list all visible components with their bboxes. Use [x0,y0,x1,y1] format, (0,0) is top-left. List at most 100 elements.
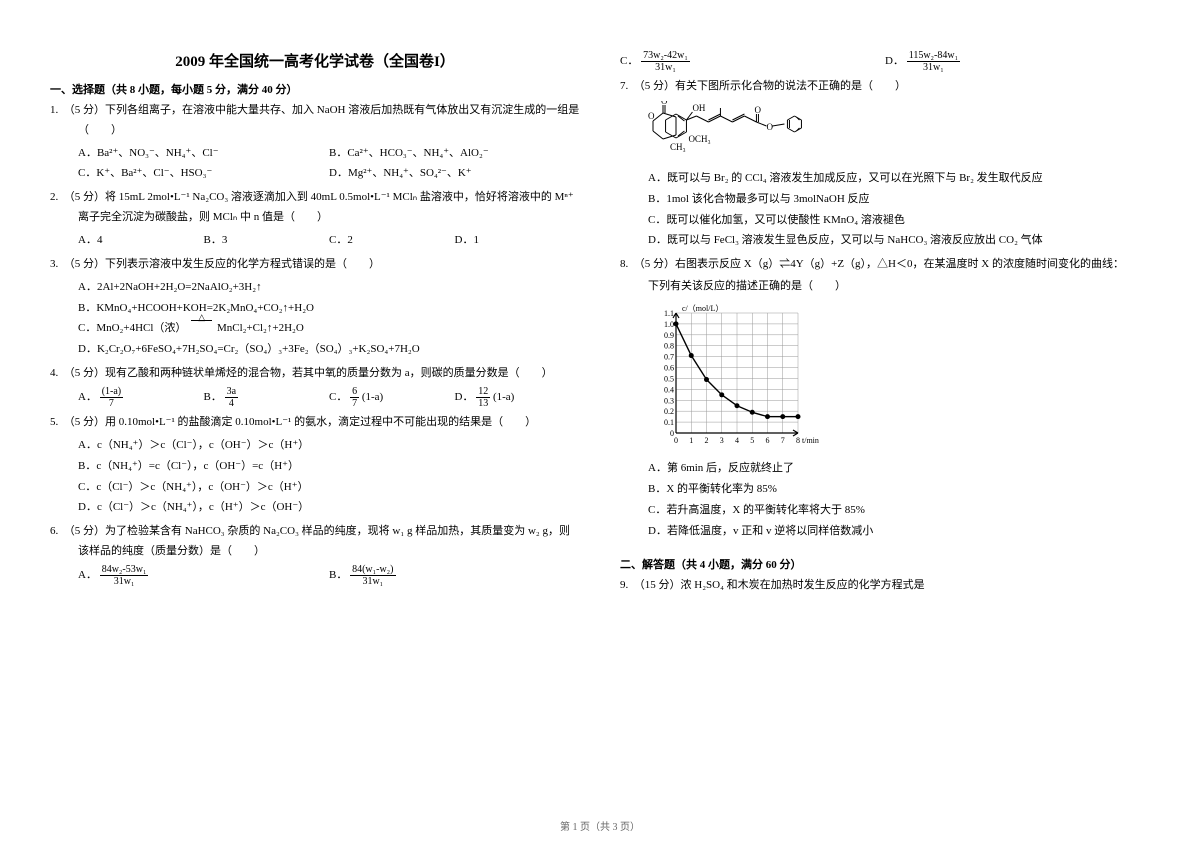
q3-stem: 3. （5 分）下列表示溶液中发生反应的化学方程式错误的是（ ） [50,255,580,275]
q4-c-den: 7 [350,398,359,409]
svg-text:c/（mol/L）: c/（mol/L） [682,304,723,313]
q8-substem: 下列有关该反应的描述正确的是（ ） [620,277,1150,297]
svg-text:5: 5 [750,436,754,445]
q4-d-post: (1-a) [493,391,514,403]
q7-opt-a: A．既可以与 Br₂ 的 CCl₄ 溶液发生加成反应，又可以在光照下与 Br₂ … [648,168,1150,189]
svg-text:0: 0 [674,436,678,445]
svg-text:1.1: 1.1 [664,309,674,318]
q6-d-den: 31w₁ [907,62,960,73]
q2-opt-d: D．1 [455,230,581,251]
q2-opt-c: C．2 [329,230,455,251]
q3-c-pre: C．MnO₂+4HCl（浓） [78,322,186,334]
q5-opt-c: C．c（Cl⁻）＞c（NH₄⁺），c（OH⁻）＞c（H⁺） [78,477,580,498]
q4-a-den: 7 [100,398,123,409]
q8-opt-a: A．第 6min 后，反应就终止了 [648,458,1150,479]
q4-opt-d: D． 1213 (1-a) [455,386,581,409]
q4-c-num: 6 [350,386,359,398]
svg-text:CH₃: CH₃ [670,142,686,152]
svg-text:0.9: 0.9 [664,331,674,340]
q4-opt-c: C． 67 (1-a) [329,386,455,409]
svg-text:O: O [754,105,761,115]
q5-opt-b: B．c（NH₄⁺）=c（Cl⁻），c（OH⁻）=c（H⁺） [78,456,580,477]
q4-b-den: 4 [225,398,238,409]
q6-c-num: 73w₂-42w₁ [641,50,690,62]
q1-opt-a: A．Ba²⁺、NO₃⁻、NH₄⁺、Cl⁻ [78,143,329,164]
q3-opt-c: C．MnO₂+4HCl（浓） MnCl₂+Cl₂↑+2H₂O [78,318,580,339]
q2-stem: 2. （5 分）将 15mL 2mol•L⁻¹ Na₂CO₃ 溶液逐滴加入到 4… [50,188,580,228]
molecule-structure-icon: OOOHOCH₃CH₃OO [620,101,1150,164]
q4-c-pre: C． [329,391,347,403]
svg-text:4: 4 [735,436,739,445]
q5-stem: 5. （5 分）用 0.10mol•L⁻¹ 的盐酸滴定 0.10mol•L⁻¹ … [50,413,580,433]
svg-text:7: 7 [781,436,785,445]
q7-stem: 7. （5 分）有关下图所示化合物的说法不正确的是（ ） [620,77,1150,97]
q4-d-den: 13 [476,398,490,409]
svg-text:0.5: 0.5 [664,374,674,383]
q4-b-pre: B． [204,391,222,403]
q1-opt-b: B．Ca²⁺、HCO₃⁻、NH₄⁺、AlO₂⁻ [329,143,580,164]
svg-text:0.7: 0.7 [664,353,674,362]
q6-c-den: 31w₁ [641,62,690,73]
svg-text:O: O [648,111,655,121]
q6-opt-c: C． 73w₂-42w₁31w₁ [620,50,885,73]
q6-opt-b: B． 84(w₁-w₂)31w₁ [329,564,580,587]
svg-text:0.2: 0.2 [664,407,674,416]
q1-stem: 1. （5 分）下列各组离子，在溶液中能大量共存、加入 NaOH 溶液后加热既有… [50,101,580,141]
q6-a-den: 31w₁ [100,576,149,587]
q3-opt-d: D．K₂Cr₂O₇+6FeSO₄+7H₂SO₄=Cr₂（SO₄）₃+3Fe₂（S… [78,339,580,360]
q7-opt-c: C．既可以催化加氢，又可以使酸性 KMnO₄ 溶液褪色 [648,210,1150,231]
exam-title: 2009 年全国统一高考化学试卷（全国卷I） [50,50,580,71]
q3-opt-b: B．KMnO₄+HCOOH+KOH=2K₂MnO₄+CO₂↑+H₂O [78,298,580,319]
q4-d-num: 12 [476,386,490,398]
q4-b-num: 3a [225,386,238,398]
svg-text:1: 1 [689,436,693,445]
q4-a-num: (1-a) [100,386,123,398]
q2-opt-a: A．4 [78,230,204,251]
q3-c-post: MnCl₂+Cl₂↑+2H₂O [217,322,304,334]
page-footer: 第 1 页（共 3 页） [0,818,1200,833]
q8-opt-b: B．X 的平衡转化率为 85% [648,479,1150,500]
q4-opt-b: B． 3a4 [204,386,330,409]
q4-c-post: (1-a) [362,391,383,403]
heat-symbol-icon [191,320,212,338]
svg-text:O: O [766,122,773,132]
q6-a-pre: A． [78,569,97,581]
q1-opt-d: D．Mg²⁺、NH₄⁺、SO₄²⁻、K⁺ [329,163,580,184]
svg-text:6: 6 [766,436,770,445]
q6-b-pre: B． [329,569,347,581]
svg-text:1.0: 1.0 [664,320,674,329]
svg-text:0.6: 0.6 [664,363,674,372]
q9-stem: 9. （15 分）浓 H₂SO₄ 和木炭在加热时发生反应的化学方程式是 [620,576,1150,596]
q6-c-pre: C． [620,55,638,67]
section-2-header: 二、解答题（共 4 小题，满分 60 分） [620,556,1150,572]
section-1-header: 一、选择题（共 8 小题，每小题 5 分，满分 40 分） [50,81,580,97]
q5-opt-d: D．c（Cl⁻）＞c（NH₄⁺），c（H⁺）＞c（OH⁻） [78,497,580,518]
svg-text:0.1: 0.1 [664,418,674,427]
q1-opt-c: C．K⁺、Ba²⁺、Cl⁻、HSO₃⁻ [78,163,329,184]
q6-opt-a: A． 84w₂-53w₁31w₁ [78,564,329,587]
q7-opt-d: D．既可以与 FeCl₃ 溶液发生显色反应，又可以与 NaHCO₃ 溶液反应放出… [648,230,1150,251]
svg-text:2: 2 [705,436,709,445]
q3-opt-a: A．2Al+2NaOH+2H₂O=2NaAlO₂+3H₂↑ [78,277,580,298]
q8-opt-c: C．若升高温度，X 的平衡转化率将大于 85% [648,500,1150,521]
q2-opt-b: B．3 [204,230,330,251]
svg-text:0.8: 0.8 [664,342,674,351]
svg-text:t/min: t/min [802,436,819,445]
q8-opt-d: D．若降低温度，v 正和 v 逆将以同样倍数减小 [648,521,1150,542]
svg-text:0.3: 0.3 [664,396,674,405]
q5-opt-a: A．c（NH₄⁺）＞c（Cl⁻），c（OH⁻）＞c（H⁺） [78,435,580,456]
svg-text:OCH₃: OCH₃ [688,134,710,144]
q6-stem: 6. （5 分）为了检验某含有 NaHCO₃ 杂质的 Na₂CO₃ 样品的纯度，… [50,522,580,562]
svg-text:OH: OH [692,103,705,113]
svg-text:8: 8 [796,436,800,445]
q8-stem: 8. （5 分）右图表示反应 X（g）⇌4Y（g）+Z（g），△H＜0，在某温度… [620,255,1150,275]
concentration-graph: 00.10.20.30.40.50.60.70.80.91.01.1012345… [620,301,1150,454]
q6-b-num: 84(w₁-w₂) [350,564,395,576]
q7-opt-b: B．1mol 该化合物最多可以与 3molNaOH 反应 [648,189,1150,210]
q6-d-pre: D． [885,55,904,67]
q4-a-pre: A． [78,391,97,403]
svg-text:3: 3 [720,436,724,445]
q6-d-num: 115w₂-84w₁ [907,50,960,62]
svg-text:O: O [661,101,668,106]
q4-stem: 4. （5 分）现有乙酸和两种链状单烯烃的混合物，若其中氧的质量分数为 a，则碳… [50,364,580,384]
